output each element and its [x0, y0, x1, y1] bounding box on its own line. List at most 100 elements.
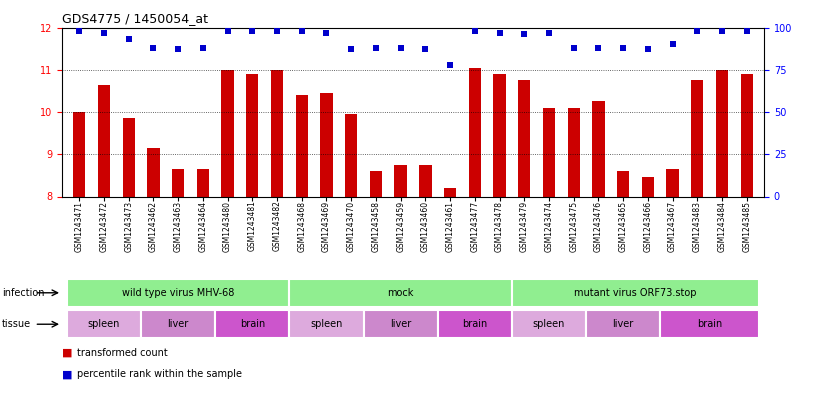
Text: GSM1243468: GSM1243468	[297, 200, 306, 252]
Text: liver: liver	[390, 319, 411, 329]
Point	[147, 45, 160, 51]
Bar	[73, 112, 85, 196]
Bar	[691, 80, 704, 196]
Point	[97, 29, 111, 36]
Bar	[518, 80, 530, 196]
Bar	[512, 310, 586, 338]
Point	[740, 28, 753, 34]
Text: mutant virus ORF73.stop: mutant virus ORF73.stop	[574, 288, 697, 298]
Point	[172, 46, 185, 53]
Text: GSM1243482: GSM1243482	[273, 200, 282, 252]
Point	[468, 28, 482, 34]
Text: transformed count: transformed count	[77, 348, 168, 358]
Text: GSM1243464: GSM1243464	[198, 200, 207, 252]
Text: GSM1243476: GSM1243476	[594, 200, 603, 252]
Bar	[395, 165, 407, 196]
Text: GSM1243469: GSM1243469	[322, 200, 331, 252]
Text: spleen: spleen	[533, 319, 565, 329]
Text: GSM1243481: GSM1243481	[248, 200, 257, 252]
Bar	[363, 310, 438, 338]
Bar	[289, 310, 363, 338]
Bar	[296, 95, 308, 196]
Point	[344, 46, 358, 53]
Bar	[468, 68, 481, 196]
Text: GSM1243472: GSM1243472	[99, 200, 108, 252]
Bar	[512, 279, 759, 307]
Text: GDS4775 / 1450054_at: GDS4775 / 1450054_at	[62, 12, 208, 25]
Bar	[67, 279, 289, 307]
Text: percentile rank within the sample: percentile rank within the sample	[77, 369, 242, 379]
Text: brain: brain	[697, 319, 722, 329]
Bar	[493, 74, 506, 196]
Bar	[122, 118, 135, 196]
Point	[518, 31, 531, 37]
Bar	[345, 114, 358, 196]
Text: wild type virus MHV-68: wild type virus MHV-68	[122, 288, 235, 298]
Text: GSM1243463: GSM1243463	[173, 200, 183, 252]
Point	[715, 28, 729, 34]
Text: liver: liver	[168, 319, 189, 329]
Point	[369, 45, 382, 51]
Point	[419, 46, 432, 53]
Text: ■: ■	[62, 348, 73, 358]
Bar	[289, 279, 512, 307]
Text: GSM1243471: GSM1243471	[75, 200, 83, 252]
Bar	[642, 178, 654, 196]
Text: GSM1243483: GSM1243483	[693, 200, 702, 252]
Point	[543, 29, 556, 36]
Bar	[172, 169, 184, 196]
Text: GSM1243461: GSM1243461	[445, 200, 454, 252]
Bar	[419, 165, 431, 196]
Bar	[67, 310, 141, 338]
Text: brain: brain	[240, 319, 265, 329]
Bar	[197, 169, 209, 196]
Text: GSM1243462: GSM1243462	[149, 200, 158, 252]
Point	[221, 28, 235, 34]
Bar	[444, 188, 456, 196]
Text: GSM1243465: GSM1243465	[619, 200, 628, 252]
Bar	[438, 310, 512, 338]
Text: GSM1243477: GSM1243477	[470, 200, 479, 252]
Text: mock: mock	[387, 288, 414, 298]
Point	[122, 36, 135, 42]
Bar	[221, 70, 234, 196]
Text: GSM1243475: GSM1243475	[569, 200, 578, 252]
Point	[616, 45, 629, 51]
Bar	[567, 108, 580, 196]
Point	[270, 28, 283, 34]
Bar	[370, 171, 382, 196]
Text: GSM1243479: GSM1243479	[520, 200, 529, 252]
Point	[567, 45, 581, 51]
Point	[591, 45, 605, 51]
Bar	[271, 70, 283, 196]
Point	[691, 28, 704, 34]
Point	[73, 28, 86, 34]
Text: GSM1243458: GSM1243458	[372, 200, 381, 252]
Point	[394, 45, 407, 51]
Point	[444, 62, 457, 68]
Bar	[216, 310, 289, 338]
Text: GSM1243459: GSM1243459	[396, 200, 405, 252]
Text: infection: infection	[2, 288, 44, 298]
Text: GSM1243484: GSM1243484	[718, 200, 727, 252]
Text: brain: brain	[463, 319, 487, 329]
Bar	[141, 310, 216, 338]
Bar	[543, 108, 555, 196]
Point	[320, 29, 333, 36]
Point	[197, 45, 210, 51]
Bar	[660, 310, 759, 338]
Bar	[592, 101, 605, 196]
Text: ■: ■	[62, 369, 73, 379]
Bar	[716, 70, 729, 196]
Bar	[741, 74, 753, 196]
Point	[245, 28, 259, 34]
Text: GSM1243480: GSM1243480	[223, 200, 232, 252]
Text: GSM1243467: GSM1243467	[668, 200, 677, 252]
Text: GSM1243473: GSM1243473	[124, 200, 133, 252]
Text: tissue: tissue	[2, 319, 31, 329]
Bar	[97, 84, 110, 196]
Text: spleen: spleen	[311, 319, 343, 329]
Bar	[320, 93, 333, 196]
Point	[641, 46, 654, 53]
Text: GSM1243460: GSM1243460	[421, 200, 430, 252]
